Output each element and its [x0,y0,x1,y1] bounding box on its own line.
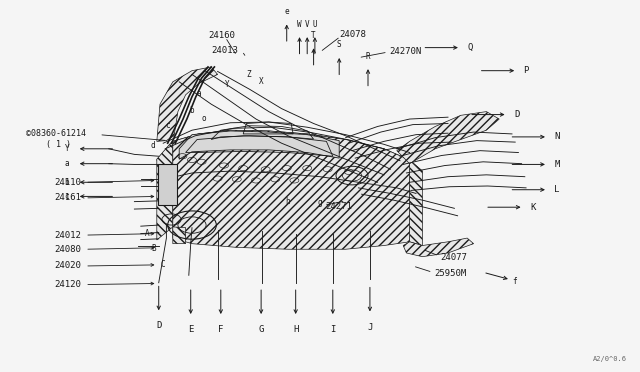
Text: 24161: 24161 [54,193,81,202]
Text: 24080: 24080 [54,245,81,254]
Text: 24078: 24078 [339,30,366,39]
Text: L: L [554,185,559,194]
Polygon shape [157,141,173,240]
Text: a: a [65,159,69,168]
Text: 24077: 24077 [440,253,467,262]
Text: H: H [293,325,298,334]
Text: a: a [196,89,201,98]
Text: D: D [156,321,161,330]
Text: 24110: 24110 [54,178,81,187]
Text: ©08360-61214: ©08360-61214 [26,129,86,138]
Text: C: C [161,260,166,269]
Polygon shape [157,67,218,141]
Text: 24160: 24160 [208,31,235,40]
Text: M: M [554,160,559,169]
Polygon shape [179,131,339,159]
Text: B: B [151,244,156,253]
Text: A2/0^0.6: A2/0^0.6 [593,356,627,362]
Text: 24271: 24271 [325,202,352,211]
Polygon shape [173,130,410,249]
Text: e: e [284,7,289,16]
Text: G: G [259,325,264,334]
Text: h: h [285,197,291,206]
Text: A: A [145,229,150,238]
Text: c: c [65,192,69,201]
Text: T: T [311,31,316,40]
Polygon shape [410,160,422,246]
Text: N: N [554,132,559,141]
Text: P: P [524,66,529,75]
Text: V: V [305,20,310,29]
Text: Z: Z [246,70,251,79]
Text: Y: Y [65,144,69,153]
Text: 24120: 24120 [54,280,81,289]
Text: Y: Y [225,80,230,89]
Text: Q: Q [467,43,472,52]
Text: 25950M: 25950M [434,269,466,278]
Polygon shape [403,238,474,257]
Text: U: U [312,20,317,29]
Text: R: R [365,52,371,61]
Text: I: I [330,325,335,334]
Text: E: E [188,325,193,334]
Text: X: X [259,77,264,86]
FancyBboxPatch shape [158,164,177,205]
Text: D: D [514,110,519,119]
Text: c: c [165,121,170,130]
Text: F: F [218,325,223,334]
Text: d: d [150,141,155,150]
Text: f: f [512,278,516,286]
Text: 24020: 24020 [54,262,81,270]
Text: K: K [530,203,535,212]
Text: ( 1 ): ( 1 ) [46,140,71,149]
Text: 24012: 24012 [54,231,81,240]
Text: J: J [367,323,372,331]
Text: 24270N: 24270N [389,47,421,56]
Text: o: o [201,114,206,123]
Polygon shape [173,227,186,244]
Text: S: S [337,41,342,49]
Text: g: g [317,198,323,207]
Polygon shape [397,112,499,164]
Text: b: b [189,106,195,115]
Text: 24013: 24013 [211,46,238,55]
Polygon shape [157,130,422,190]
Text: W: W [297,20,302,29]
Text: b: b [65,178,69,187]
